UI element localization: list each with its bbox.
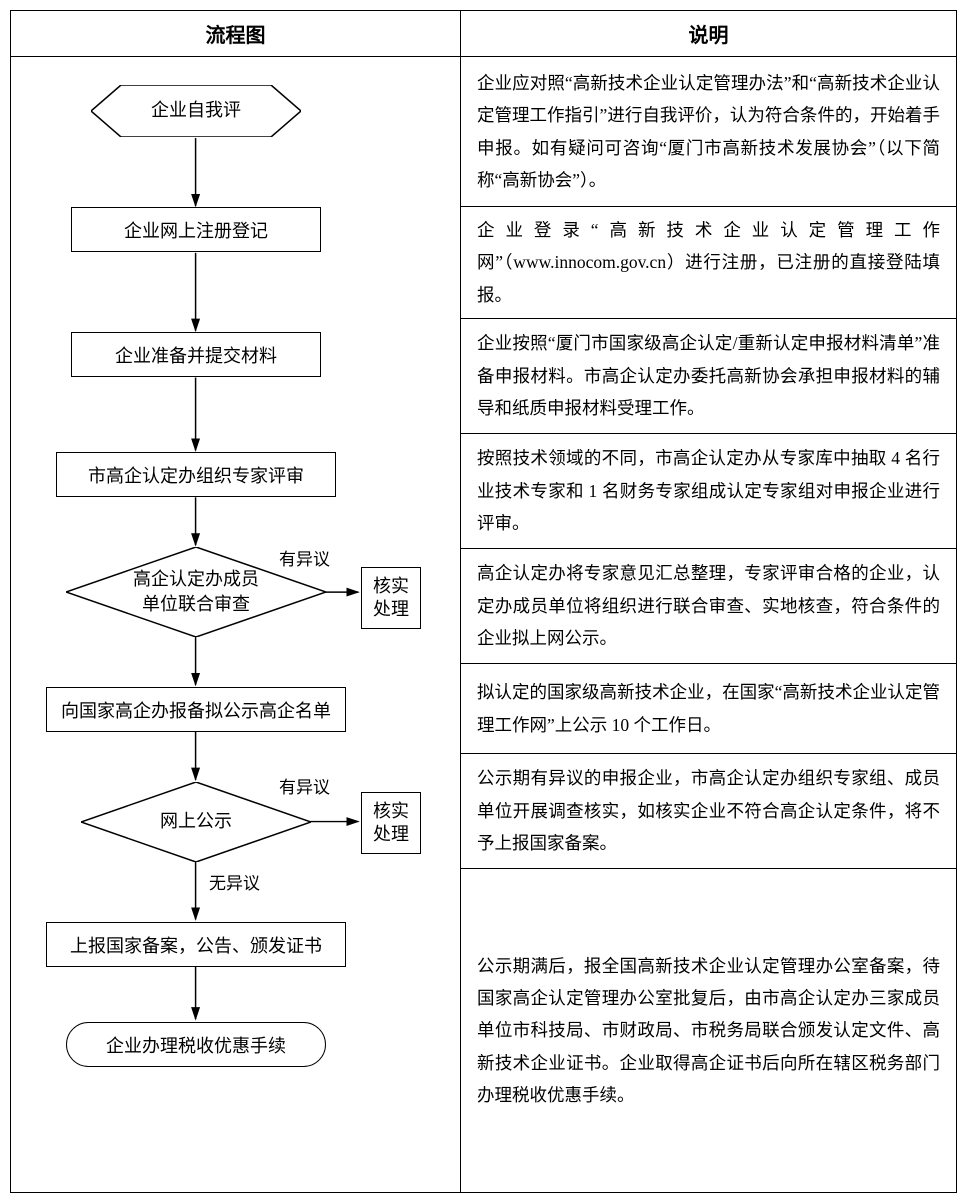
node-online-register-label: 企业网上注册登记 — [124, 217, 268, 243]
description-header: 说明 — [461, 11, 956, 57]
node-online-publicity-label: 网上公示 — [81, 782, 311, 862]
node-file-record-label: 上报国家备案，公告、颁发证书 — [70, 932, 322, 958]
node-report-list: 向国家高企办报备拟公示高企名单 — [46, 687, 346, 732]
node-prepare-materials: 企业准备并提交材料 — [71, 332, 321, 377]
node-verify-1-label: 核实 处理 — [373, 575, 409, 622]
desc-row-3: 企业按照“厦门市国家级高企认定/重新认定申报材料清单”准备申报材料。市高企认定办… — [461, 319, 956, 434]
flowchart-canvas: 企业自我评 企业网上注册登记 企业准备并提交材料 市高企认定办组织专家评审 高企… — [11, 57, 460, 1192]
edge-label-no-objection: 无异议 — [209, 869, 260, 894]
desc-row-8: 公示期满后，报全国高新技术企业认定管理办公室备案，待国家高企认定管理办公室批复后… — [461, 869, 956, 1192]
node-tax-benefit-label: 企业办理税收优惠手续 — [106, 1032, 286, 1058]
two-column-table: 流程图 — [10, 10, 957, 1193]
desc-row-4: 按照技术领域的不同，市高企认定办从专家库中抽取 4 名行业技术专家和 1 名财务… — [461, 434, 956, 549]
edge-label-objection-2: 有异议 — [279, 773, 330, 798]
node-prepare-materials-label: 企业准备并提交材料 — [115, 342, 277, 368]
flowchart-column: 流程图 — [11, 11, 461, 1192]
desc-row-7: 公示期有异议的申报企业，市高企认定办组织专家组、成员单位开展调查核实，如核实企业… — [461, 754, 956, 869]
node-verify-2: 核实 处理 — [361, 792, 421, 854]
node-tax-benefit: 企业办理税收优惠手续 — [66, 1022, 326, 1067]
node-verify-1: 核实 处理 — [361, 567, 421, 629]
node-verify-2-label: 核实 处理 — [373, 800, 409, 847]
node-online-publicity-decision: 网上公示 — [81, 782, 311, 862]
node-expert-review-label: 市高企认定办组织专家评审 — [88, 462, 304, 488]
node-expert-review: 市高企认定办组织专家评审 — [56, 452, 336, 497]
node-self-evaluation-label: 企业自我评 — [91, 85, 301, 137]
desc-row-1: 企业应对照“高新技术企业认定管理办法”和“高新技术企业认定管理工作指引”进行自我… — [461, 57, 956, 207]
desc-row-6: 拟认定的国家级高新技术企业，在国家“高新技术企业认定管理工作网”上公示 10 个… — [461, 664, 956, 754]
edge-label-objection-1: 有异议 — [279, 545, 330, 570]
node-self-evaluation: 企业自我评 — [91, 85, 301, 137]
node-report-list-label: 向国家高企办报备拟公示高企名单 — [61, 697, 331, 723]
node-file-record: 上报国家备案，公告、颁发证书 — [46, 922, 346, 967]
node-online-register: 企业网上注册登记 — [71, 207, 321, 252]
desc-row-5: 高企认定办将专家意见汇总整理，专家评审合格的企业，认定办成员单位将组织进行联合审… — [461, 549, 956, 664]
flowchart-header: 流程图 — [11, 11, 460, 57]
description-column: 说明 企业应对照“高新技术企业认定管理办法”和“高新技术企业认定管理工作指引”进… — [461, 11, 956, 1192]
description-body: 企业应对照“高新技术企业认定管理办法”和“高新技术企业认定管理工作指引”进行自我… — [461, 57, 956, 1192]
desc-row-2: 企业登录“高新技术企业认定管理工作网”（www.innocom.gov.cn）进… — [461, 207, 956, 319]
